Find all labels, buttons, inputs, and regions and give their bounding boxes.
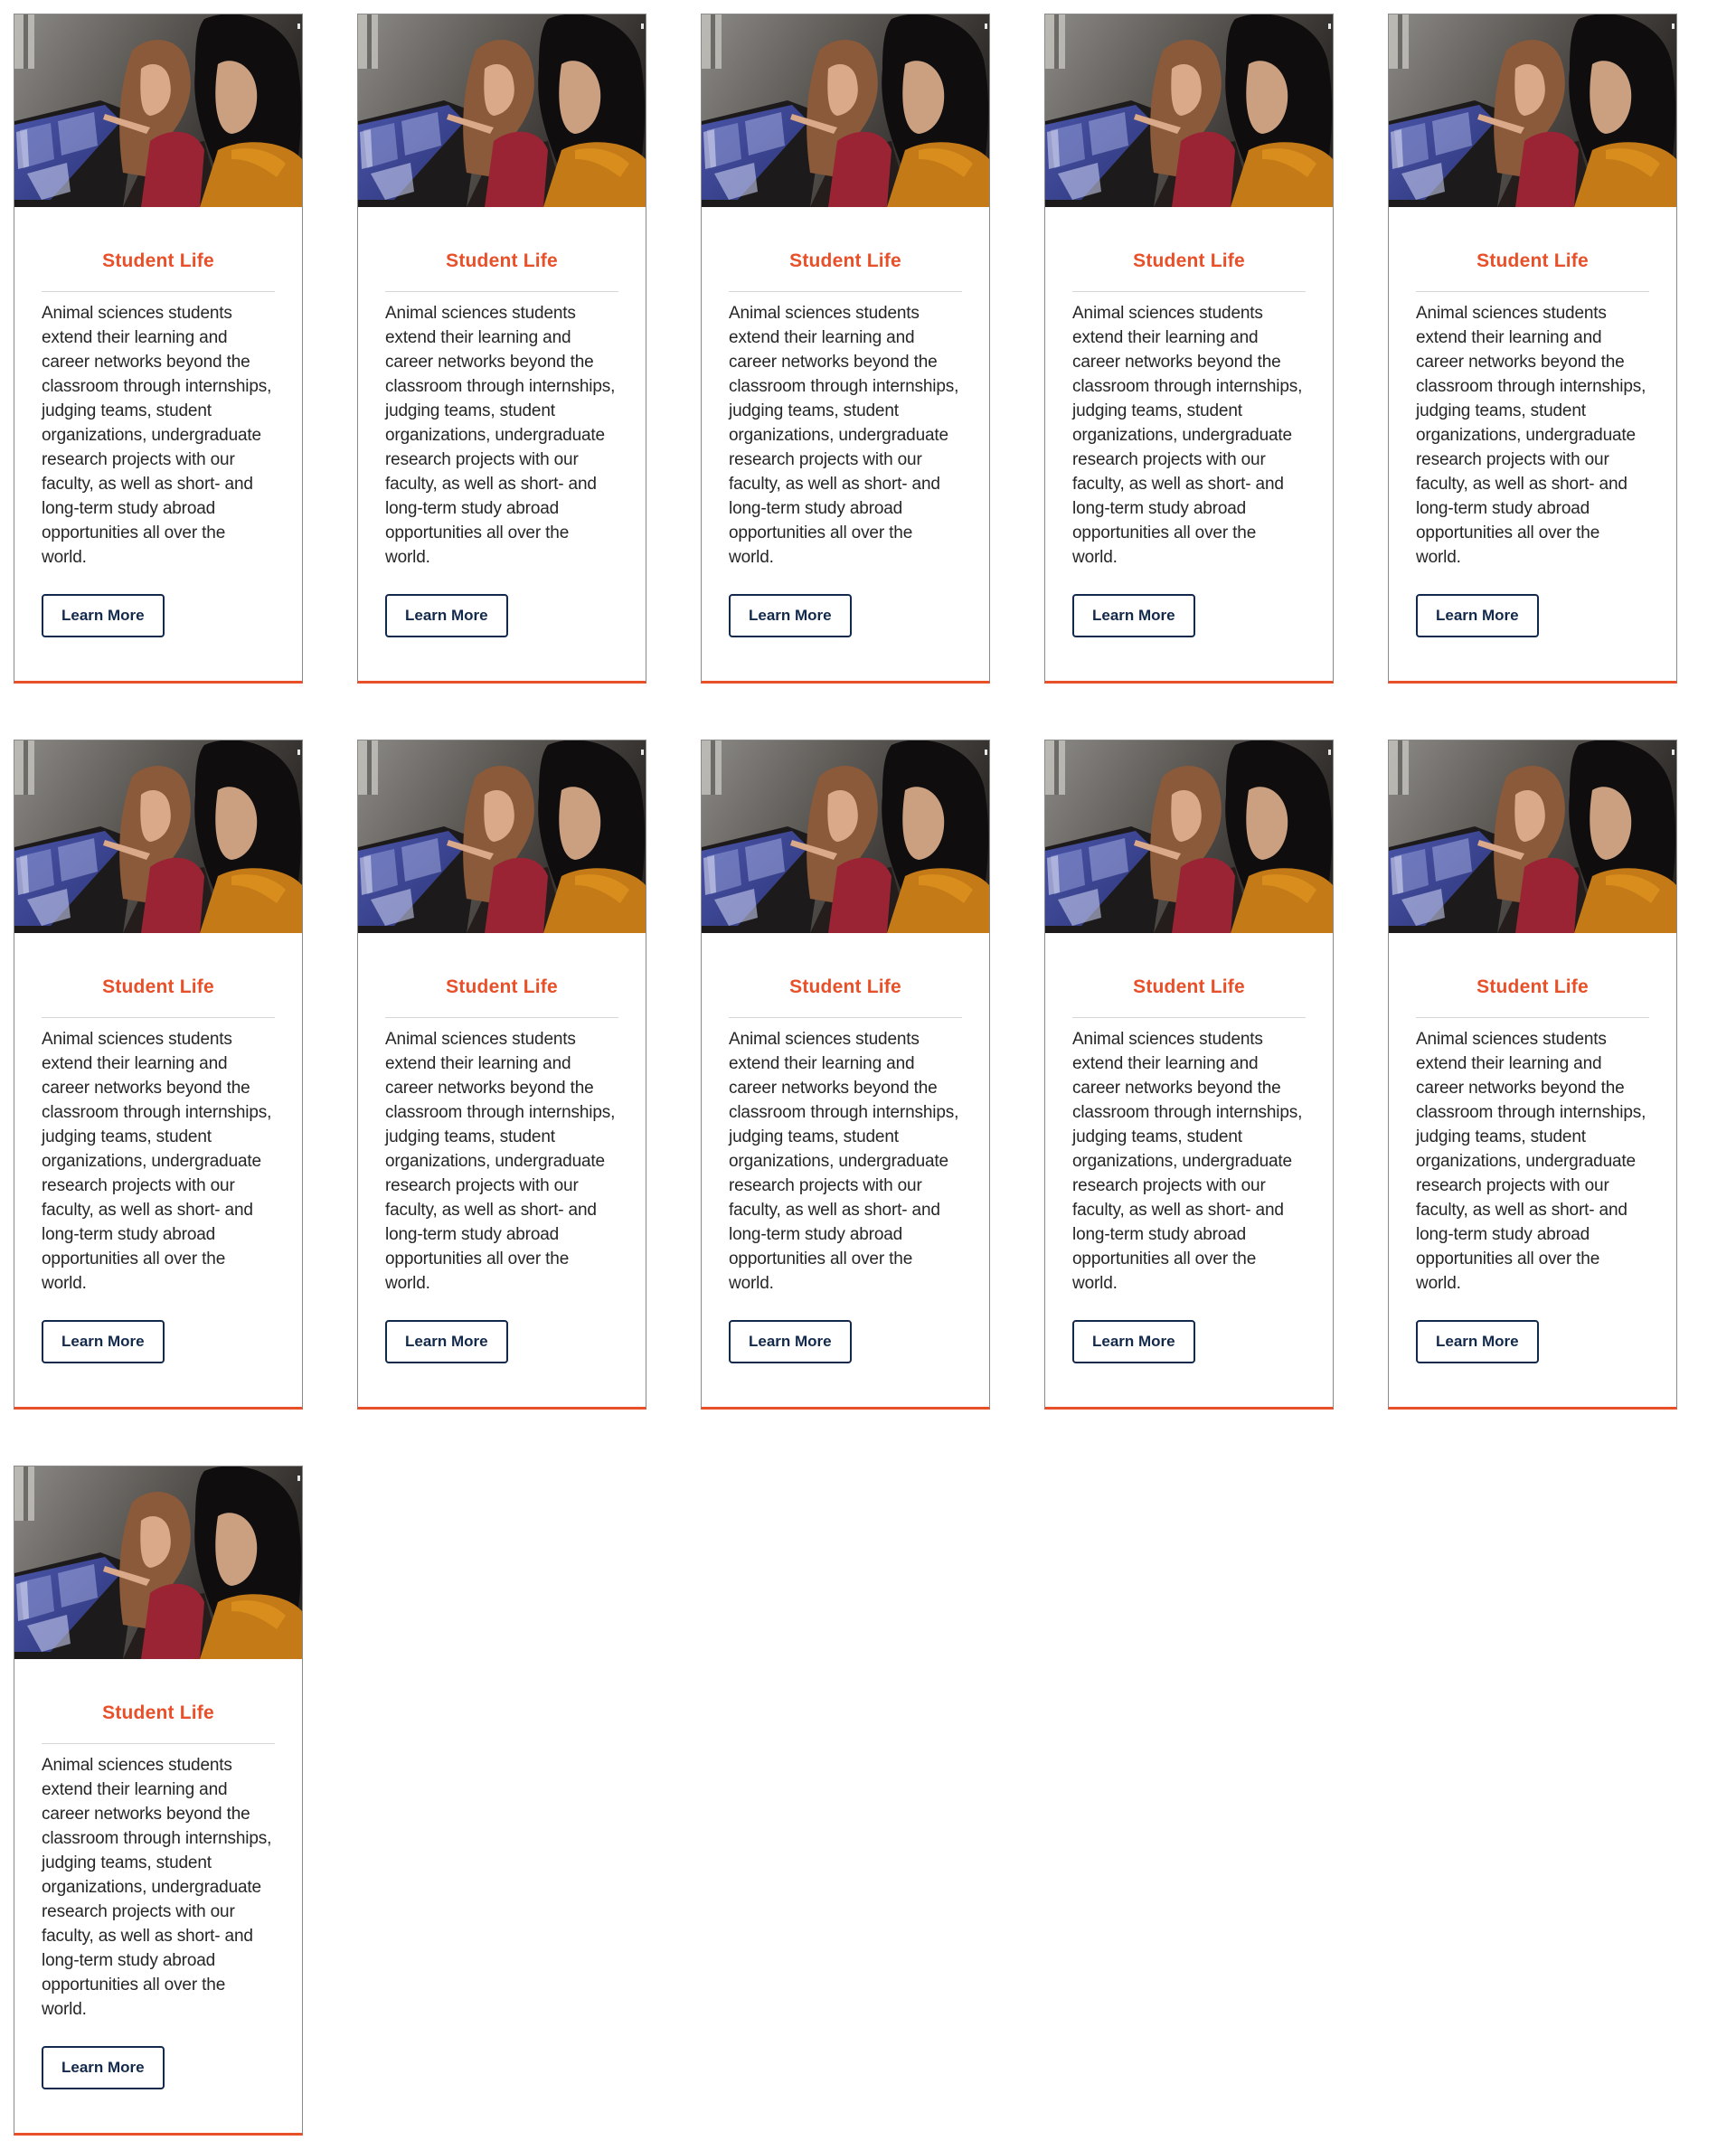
student-photo: [1389, 14, 1676, 207]
student-life-card: Student Life Animal sciences students ex…: [701, 14, 990, 684]
student-photo: [1045, 740, 1333, 933]
student-photo: [1045, 14, 1333, 207]
card-body: Student Life Animal sciences students ex…: [14, 250, 302, 637]
card-body: Student Life Animal sciences students ex…: [1045, 976, 1333, 1363]
learn-more-button[interactable]: Learn More: [729, 1320, 852, 1363]
card-title: Student Life: [446, 976, 558, 997]
card-body: Student Life Animal sciences students ex…: [702, 250, 989, 637]
card-description: Animal sciences students extend their le…: [1416, 1030, 1646, 1293]
student-photo: [358, 14, 646, 207]
learn-more-button[interactable]: Learn More: [42, 2046, 165, 2089]
card-body: Student Life Animal sciences students ex…: [14, 976, 302, 1363]
student-life-card: Student Life Animal sciences students ex…: [14, 1466, 303, 2136]
student-life-card: Student Life Animal sciences students ex…: [1388, 740, 1677, 1410]
card-description: Animal sciences students extend their le…: [42, 1756, 272, 2019]
student-life-card: Student Life Animal sciences students ex…: [1044, 740, 1334, 1410]
student-photo: [358, 740, 646, 933]
card-body: Student Life Animal sciences students ex…: [1389, 250, 1676, 637]
student-life-card: Student Life Animal sciences students ex…: [1044, 14, 1334, 684]
card-divider: [729, 291, 962, 292]
card-divider: [1416, 291, 1649, 292]
card-description: Animal sciences students extend their le…: [729, 304, 959, 567]
card-divider: [42, 291, 275, 292]
card-description: Animal sciences students extend their le…: [42, 304, 272, 567]
student-life-card: Student Life Animal sciences students ex…: [701, 740, 990, 1410]
learn-more-button[interactable]: Learn More: [1416, 594, 1539, 637]
card-divider: [385, 291, 618, 292]
card-description: Animal sciences students extend their le…: [1416, 304, 1646, 567]
student-photo: [702, 740, 989, 933]
card-grid: Student Life Animal sciences students ex…: [14, 14, 1677, 2136]
card-body: Student Life Animal sciences students ex…: [358, 976, 646, 1363]
student-photo: [14, 14, 302, 207]
student-photo: [14, 1466, 302, 1659]
learn-more-button[interactable]: Learn More: [385, 1320, 508, 1363]
student-life-card: Student Life Animal sciences students ex…: [1388, 14, 1677, 684]
card-body: Student Life Animal sciences students ex…: [1045, 250, 1333, 637]
card-title: Student Life: [446, 250, 558, 271]
card-divider: [385, 1017, 618, 1018]
learn-more-button[interactable]: Learn More: [729, 594, 852, 637]
student-life-card: Student Life Animal sciences students ex…: [357, 740, 646, 1410]
learn-more-button[interactable]: Learn More: [1416, 1320, 1539, 1363]
card-title: Student Life: [102, 250, 214, 271]
card-divider: [42, 1017, 275, 1018]
card-title: Student Life: [102, 1702, 214, 1723]
card-body: Student Life Animal sciences students ex…: [358, 250, 646, 637]
card-body: Student Life Animal sciences students ex…: [702, 976, 989, 1363]
card-description: Animal sciences students extend their le…: [385, 1030, 616, 1293]
card-divider: [1072, 291, 1306, 292]
card-title: Student Life: [789, 976, 901, 997]
card-body: Student Life Animal sciences students ex…: [14, 1702, 302, 2089]
learn-more-button[interactable]: Learn More: [42, 1320, 165, 1363]
student-life-card: Student Life Animal sciences students ex…: [14, 740, 303, 1410]
card-title: Student Life: [1477, 250, 1589, 271]
card-divider: [42, 1743, 275, 1744]
student-photo: [14, 740, 302, 933]
card-divider: [1072, 1017, 1306, 1018]
card-description: Animal sciences students extend their le…: [1072, 1030, 1303, 1293]
card-description: Animal sciences students extend their le…: [1072, 304, 1303, 567]
learn-more-button[interactable]: Learn More: [1072, 594, 1195, 637]
card-divider: [1416, 1017, 1649, 1018]
student-photo: [702, 14, 989, 207]
card-title: Student Life: [102, 976, 214, 997]
card-title: Student Life: [789, 250, 901, 271]
card-body: Student Life Animal sciences students ex…: [1389, 976, 1676, 1363]
learn-more-button[interactable]: Learn More: [385, 594, 508, 637]
card-title: Student Life: [1133, 976, 1245, 997]
learn-more-button[interactable]: Learn More: [1072, 1320, 1195, 1363]
card-title: Student Life: [1477, 976, 1589, 997]
card-description: Animal sciences students extend their le…: [42, 1030, 272, 1293]
student-life-card: Student Life Animal sciences students ex…: [357, 14, 646, 684]
card-description: Animal sciences students extend their le…: [729, 1030, 959, 1293]
learn-more-button[interactable]: Learn More: [42, 594, 165, 637]
student-life-card: Student Life Animal sciences students ex…: [14, 14, 303, 684]
card-divider: [729, 1017, 962, 1018]
student-photo: [1389, 740, 1676, 933]
card-title: Student Life: [1133, 250, 1245, 271]
card-description: Animal sciences students extend their le…: [385, 304, 616, 567]
